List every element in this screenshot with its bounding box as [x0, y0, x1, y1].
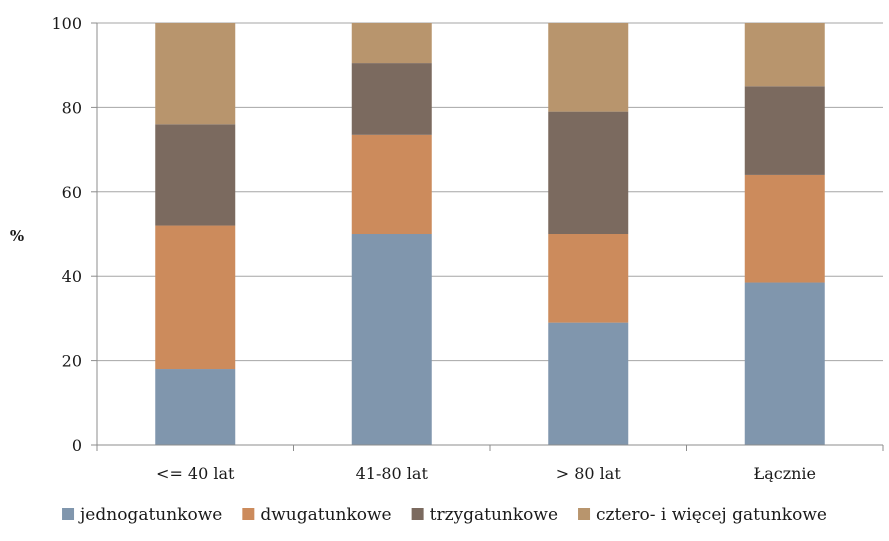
y-tick-label: 20	[62, 352, 82, 371]
legend-swatch	[578, 508, 591, 520]
bars	[155, 23, 825, 445]
legend-label: trzygatunkowe	[430, 505, 558, 525]
bar-segment	[548, 111, 629, 234]
bar-segment	[351, 23, 432, 64]
bar-segment	[155, 369, 236, 445]
x-tick-label: > 80 lat	[556, 464, 622, 483]
bar-segment	[351, 63, 432, 135]
legend-item: trzygatunkowe	[411, 505, 558, 525]
bar-segment	[548, 23, 629, 112]
legend-label: jednogatunkowe	[78, 505, 222, 525]
legend-item: cztero- i więcej gatunkowe	[578, 505, 827, 525]
legend-item: jednogatunkowe	[62, 505, 222, 525]
bar-segment	[548, 234, 629, 323]
y-tick-label: 100	[51, 14, 82, 33]
legend-label: dwugatunkowe	[260, 505, 391, 525]
x-tick-label: Łącznie	[753, 464, 816, 483]
y-axis-label: %	[10, 227, 24, 245]
legend-swatch	[411, 508, 424, 520]
bar-segment	[155, 23, 236, 125]
y-tick-label: 40	[62, 267, 82, 286]
bar-segment	[351, 234, 432, 445]
bar-segment	[155, 225, 236, 370]
bar-segment	[744, 86, 825, 175]
axes: 0 20 40 60 80 100 <= 40 lat 41-80 lat > 80 lat Łą…	[51, 14, 884, 483]
bar-segment	[548, 322, 629, 445]
y-tick-label: 0	[72, 436, 82, 455]
legend-item: dwugatunkowe	[242, 505, 392, 525]
y-tick-label: 80	[62, 98, 82, 117]
y-tick-label: 60	[62, 183, 82, 202]
legend-swatch	[242, 508, 255, 520]
legend-swatch	[62, 508, 75, 520]
bar-segment	[744, 282, 825, 445]
legend-label: cztero- i więcej gatunkowe	[596, 505, 827, 525]
bar-segment	[351, 134, 432, 234]
legend: jednogatunkowe dwugatunkowe trzygatunkowe c…	[62, 505, 827, 525]
bar-segment	[744, 23, 825, 87]
x-tick-label: 41-80 lat	[356, 464, 429, 483]
bar-segment	[155, 124, 236, 226]
bar-segment	[744, 174, 825, 283]
x-tick-label: <= 40 lat	[156, 464, 235, 483]
